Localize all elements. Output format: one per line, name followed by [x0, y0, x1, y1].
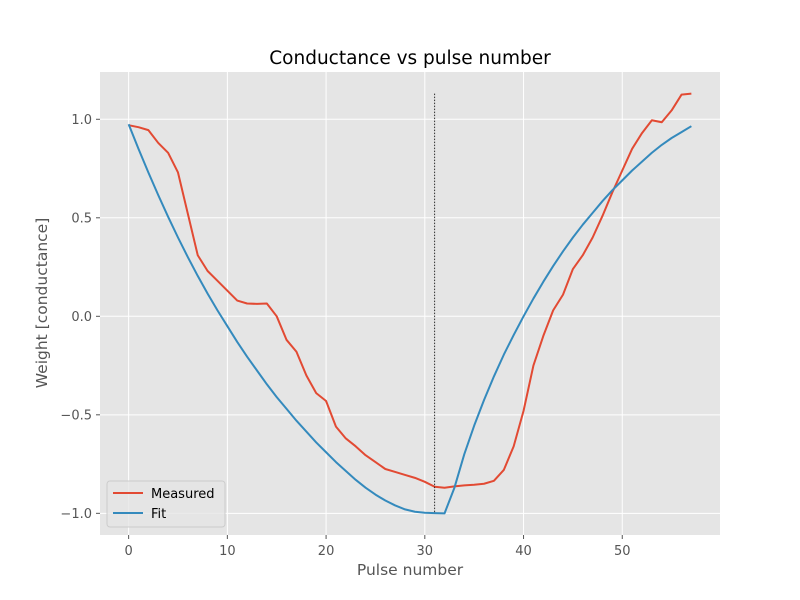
- y-tick-label: −0.5: [60, 408, 92, 423]
- x-tick-label: 30: [417, 544, 434, 559]
- y-axis-label: Weight [conductance]: [33, 218, 51, 389]
- x-tick-label: 40: [515, 544, 532, 559]
- x-tick-label: 20: [318, 544, 335, 559]
- series-line-fit: [127, 123, 692, 515]
- y-tick-label: −1.0: [60, 507, 92, 522]
- y-tick-label: 1.0: [71, 113, 92, 128]
- x-tick-label: 0: [124, 544, 132, 559]
- x-axis-label: Pulse number: [357, 561, 464, 579]
- x-axis-ticks: 0 10 20 30 40 50: [124, 535, 631, 559]
- series-line-measured: [128, 92, 692, 489]
- series-layer: [127, 92, 692, 515]
- y-axis-ticks: −1.0 −0.5 0.0 0.5 1.0: [60, 113, 100, 522]
- grid: [100, 72, 720, 535]
- y-tick-label: 0.5: [71, 211, 92, 226]
- legend: Measured Fit: [106, 480, 226, 528]
- legend-label-fit: Fit: [151, 507, 166, 522]
- y-tick-label: 0.0: [71, 310, 92, 325]
- x-tick-label: 10: [219, 544, 236, 559]
- plot-area: [100, 72, 720, 535]
- x-tick-label: 50: [614, 544, 631, 559]
- legend-label-measured: Measured: [151, 487, 215, 502]
- chart-title: Conductance vs pulse number: [269, 48, 551, 69]
